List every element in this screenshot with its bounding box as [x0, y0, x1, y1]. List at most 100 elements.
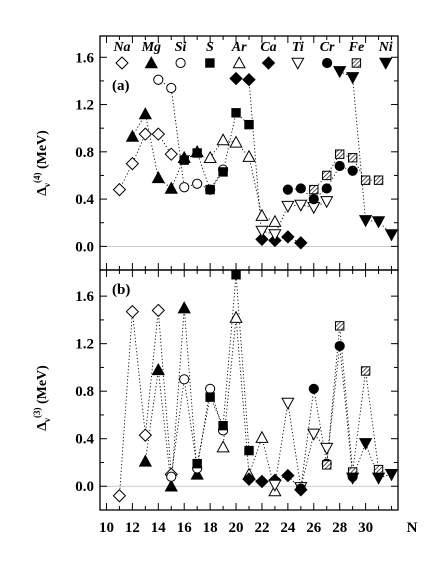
- panel-b-point-mg: [151, 362, 165, 376]
- panel-a-line-cr: [287, 165, 353, 200]
- legend-marker-si: [175, 57, 186, 69]
- xtick-label: 28: [332, 520, 347, 536]
- legend-label-cr: Cr: [320, 40, 335, 55]
- panel-a-point-ti: [268, 229, 282, 242]
- panel-a-point-s: [244, 119, 254, 130]
- panel-a-point-cr: [334, 160, 345, 172]
- panel-a-point-na: [138, 127, 153, 141]
- series-markers: [112, 56, 399, 503]
- legend-label-mg: Mg: [141, 40, 161, 55]
- panel-b-point-si: [205, 383, 216, 394]
- panel-a-point-fe: [360, 175, 371, 185]
- panel-a-point-s: [231, 108, 241, 118]
- panel-a-line-si: [158, 79, 224, 191]
- panel-a-point-cr: [321, 183, 332, 194]
- panel-a-line-ni: [339, 71, 392, 235]
- xtick-label: 30: [358, 520, 373, 536]
- panel-a-line-mg: [132, 112, 198, 190]
- chart-text: 0.0 0.4 0.8 1.2 1.6 (a) Δν(4) (MeV) 0.0 0.4 0.8 1.…: [32, 40, 418, 536]
- panel-a-point-ar: [255, 208, 269, 221]
- panel-b-point-na: [125, 304, 140, 319]
- panel-b-point-mg: [138, 454, 152, 467]
- legend-marker-cr: [322, 57, 333, 69]
- panel-a-point-si: [153, 74, 164, 85]
- panel-a-point-ca: [242, 73, 256, 87]
- panel-a-point-fe: [309, 184, 319, 195]
- panel-b-point-ti: [307, 428, 321, 441]
- legend-label-na: Na: [112, 40, 130, 55]
- panel-b-point-ca: [255, 474, 269, 489]
- legend-marker-ar: [232, 56, 246, 69]
- panel-b-point-cr: [308, 383, 319, 394]
- panel-b-point-na: [151, 303, 166, 318]
- panel-a-ytick-label: 0.0: [75, 239, 94, 255]
- legend-label-ca: Ca: [260, 40, 276, 55]
- panel-b-line-ni: [352, 442, 392, 479]
- panel-b-ytick-label: 0.4: [75, 432, 94, 448]
- panel-a-point-ar: [229, 135, 243, 148]
- panel-a-line-s: [184, 111, 250, 191]
- panel-b-point-mg: [177, 301, 191, 314]
- legend-label-ti: Ti: [292, 40, 304, 55]
- legend-label-ar: Ar: [231, 40, 247, 55]
- panel-b-tag: (b): [112, 282, 130, 298]
- panel-b-line-fe: [326, 325, 380, 473]
- panel-b-point-ti: [281, 397, 295, 410]
- panel-a-point-fe: [347, 153, 358, 163]
- panel-a-point-ti: [294, 199, 308, 212]
- panel-b-point-mg: [164, 479, 178, 492]
- xtick-label: 10: [99, 520, 114, 536]
- panel-a-point-si: [179, 182, 190, 193]
- panel-b-point-fe: [322, 460, 332, 470]
- panel-a-point-ar: [216, 133, 230, 146]
- panel-a-point-cr: [308, 193, 319, 205]
- panel-a-point-ar: [203, 150, 217, 164]
- xtick-label: 12: [125, 520, 140, 536]
- panel-b-point-s: [244, 445, 254, 456]
- panel-b-point-s: [192, 458, 202, 469]
- panel-a-point-ni: [384, 229, 399, 242]
- panel-a-point-na: [151, 127, 166, 141]
- panel-a-point-ca: [281, 230, 295, 244]
- panel-b-point-ni: [346, 472, 360, 485]
- xtick-label: 18: [203, 520, 218, 536]
- panel-b-line-na: [118, 310, 172, 496]
- panel-b-point-na: [112, 489, 127, 503]
- panel-a-point-fe: [373, 175, 384, 185]
- legend-marker-fe: [351, 58, 362, 68]
- panel-b-point-s: [231, 270, 241, 280]
- panel-a-point-si: [192, 178, 203, 189]
- axes-frames: [99, 35, 399, 511]
- xtick-label: 16: [177, 520, 193, 536]
- panel-a-point-s: [205, 184, 215, 195]
- xtick-label: 26: [306, 520, 322, 536]
- panel-b-point-s: [205, 392, 215, 402]
- panel-b-point-si: [166, 471, 177, 482]
- x-axis-letter: N: [407, 520, 418, 536]
- xtick-label: 24: [280, 520, 296, 536]
- panel-a-point-ca: [255, 232, 269, 246]
- panel-a-point-ni: [333, 66, 347, 79]
- panel-a-point-s: [218, 167, 228, 177]
- panel-b-point-ar: [255, 430, 269, 443]
- panel-b-point-na: [138, 428, 153, 442]
- panel-b-ylabel: Δν(3) (MeV): [32, 365, 52, 431]
- panel-a-point-mg: [151, 170, 165, 184]
- panel-b-point-ni: [371, 472, 386, 485]
- legend-marker-ti: [291, 57, 305, 70]
- panel-a-point-mg: [138, 107, 152, 120]
- panel-b-point-si: [179, 374, 190, 385]
- panel-a-point-na: [125, 156, 140, 171]
- panel-b-line-si: [170, 379, 224, 477]
- panel-a-point-ti: [320, 196, 334, 209]
- panel-a-ytick-label: 0.4: [75, 192, 94, 208]
- panel-a-tag: (a): [112, 78, 130, 94]
- panel-b-point-ar: [229, 310, 243, 323]
- panel-a-line-ar: [209, 139, 276, 222]
- panel-b-point-cr: [295, 483, 306, 494]
- panel-b-point-ni: [358, 438, 373, 451]
- panel-a-point-si: [166, 82, 177, 94]
- panel-b-ytick-label: 1.2: [75, 337, 94, 353]
- panel-b-point-ti: [320, 442, 334, 456]
- panel-a-point-mg: [125, 129, 140, 142]
